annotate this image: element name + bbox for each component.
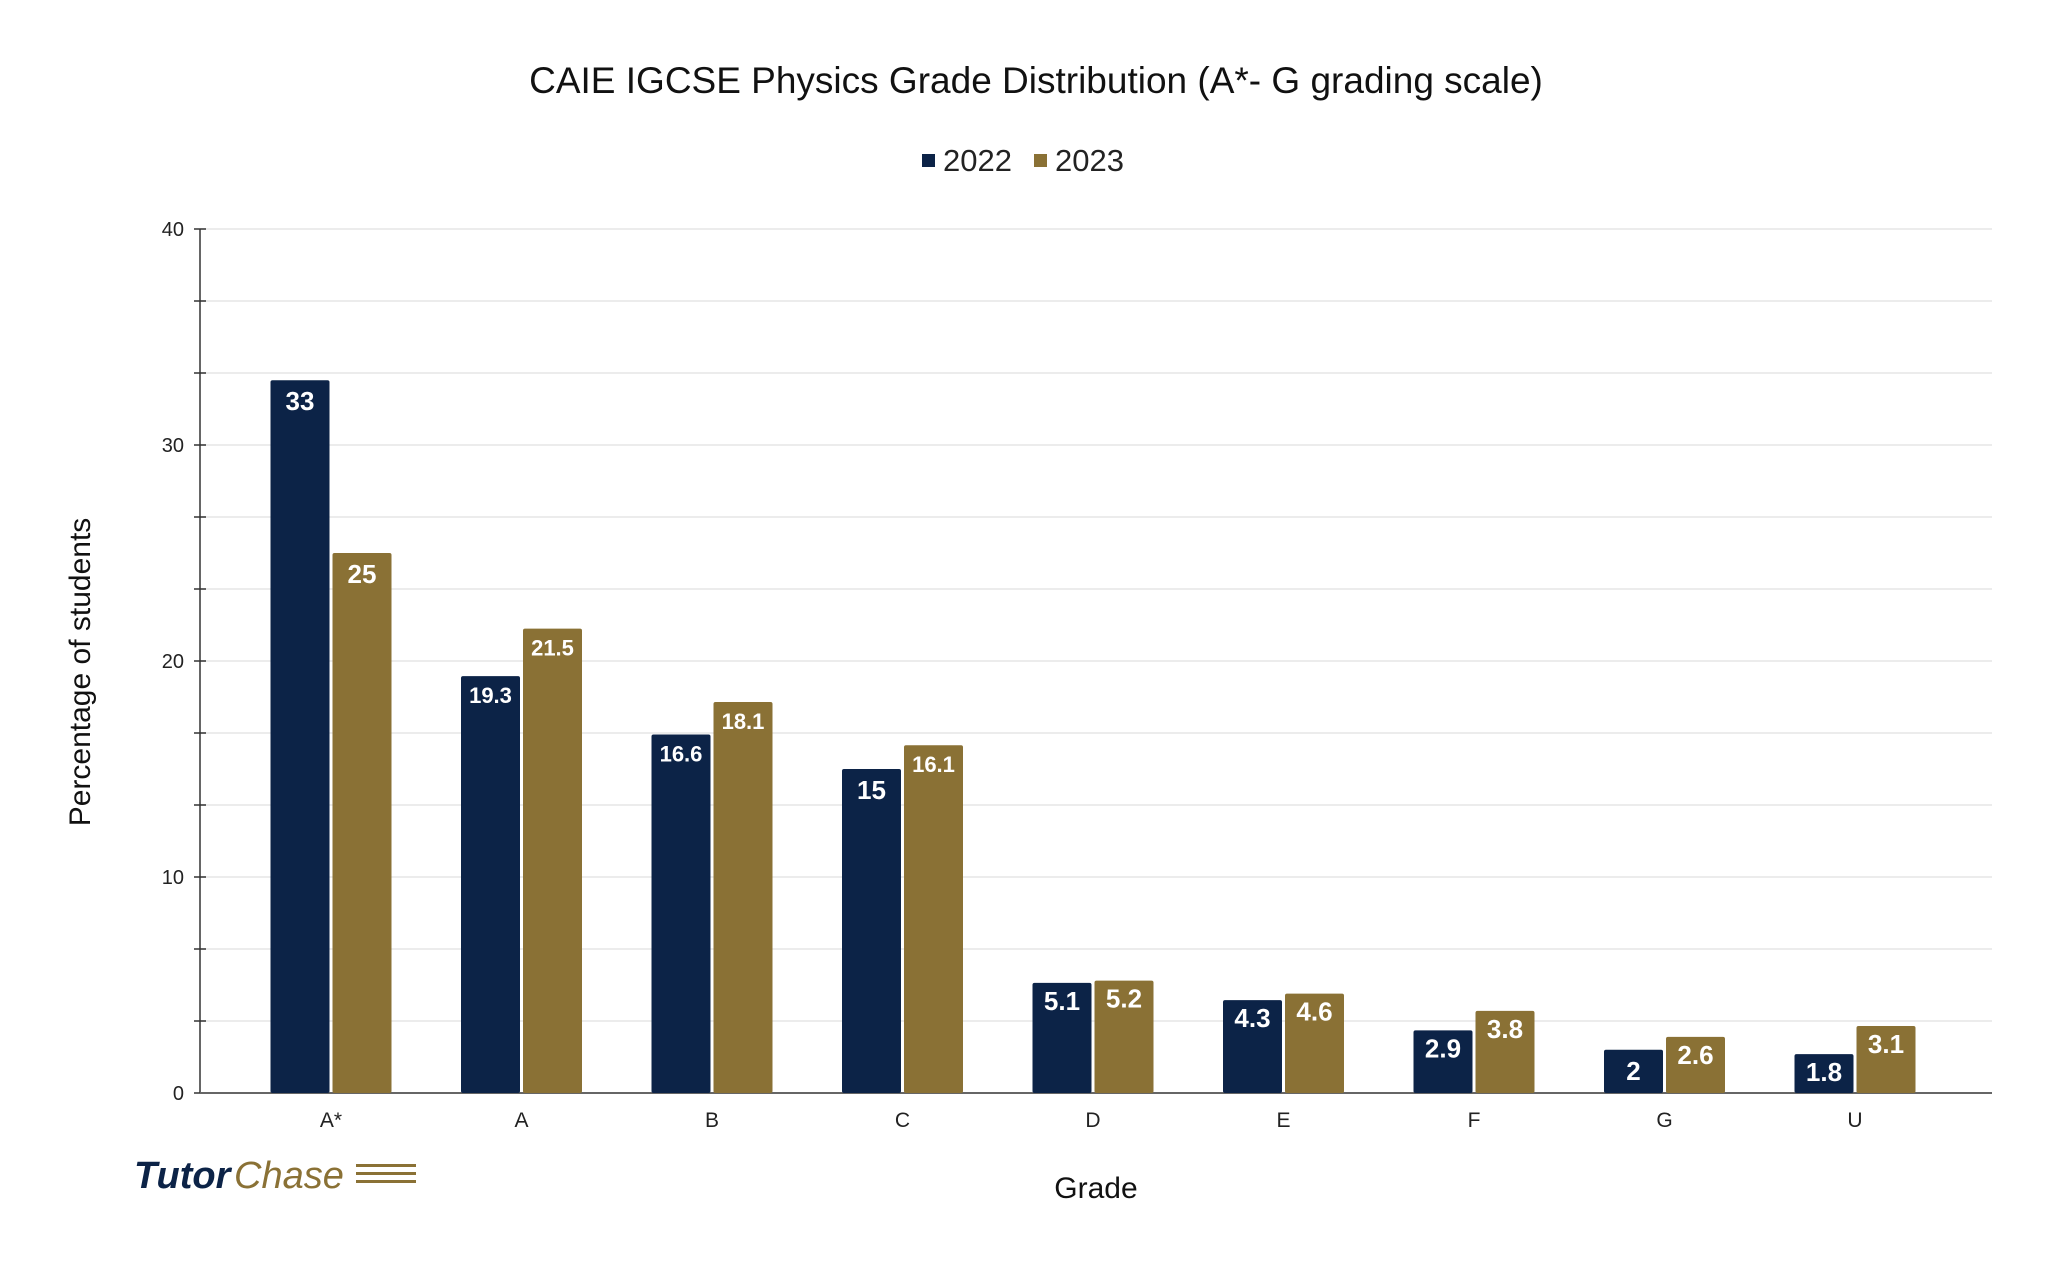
bars: 33 25 19.3 21.5 16.6 18.1 15 16.1 5.1 5.2 4.3 4.6 2.… [270, 380, 1916, 1093]
data-label: 33 [286, 386, 315, 416]
legend-swatch-2023 [1034, 154, 1047, 167]
data-label: 16.6 [660, 741, 703, 766]
logo-part2: Chase [234, 1155, 344, 1197]
y-axis-label: Percentage of students [64, 518, 97, 827]
data-label: 2 [1626, 1056, 1640, 1086]
bar-2023-A* [332, 553, 392, 1093]
bar-2022-D [1032, 982, 1092, 1093]
data-label: 16.1 [912, 752, 955, 777]
bar-2023-C [904, 745, 963, 1093]
bar-2022-B [651, 734, 711, 1093]
chart-title: CAIE IGCSE Physics Grade Distribution (A… [529, 60, 1543, 101]
data-label: 4.3 [1234, 1003, 1270, 1033]
bar-2023-F [1475, 1010, 1535, 1093]
x-tick-label: A [514, 1109, 528, 1132]
tutorchase-logo: Tutor Chase [134, 1155, 416, 1197]
x-tick-label: E [1276, 1109, 1290, 1132]
bar-2022-G [1604, 1049, 1663, 1093]
bar-2023-U [1856, 1026, 1916, 1093]
data-label: 5.1 [1044, 986, 1080, 1016]
y-tick-label: 30 [162, 435, 184, 457]
data-label: 4.6 [1296, 997, 1332, 1027]
y-tick-label: 40 [162, 219, 184, 241]
x-tick-label: G [1656, 1109, 1672, 1132]
x-tick-label: F [1468, 1109, 1481, 1132]
data-label: 1.8 [1806, 1057, 1842, 1087]
bar-2023-G [1666, 1036, 1725, 1093]
x-axis-label: Grade [1054, 1172, 1137, 1205]
x-tick-label: C [895, 1109, 910, 1132]
bar-2022-A [461, 676, 520, 1093]
data-label: 3.1 [1868, 1029, 1904, 1059]
logo-part1: Tutor [134, 1155, 233, 1197]
x-tick-label: U [1847, 1109, 1862, 1132]
bar-2022-A* [270, 380, 330, 1093]
data-label: 3.8 [1487, 1014, 1523, 1044]
bar-2023-D [1094, 980, 1154, 1093]
bar-2022-E [1223, 1000, 1282, 1093]
bar-2023-B [713, 702, 773, 1093]
x-tick-label: B [705, 1109, 719, 1132]
y-tick-label: 20 [162, 651, 184, 673]
bar-2023-A [523, 628, 582, 1093]
data-label: 5.2 [1106, 984, 1142, 1014]
legend-label: 2022 [943, 143, 1012, 178]
data-label: 21.5 [531, 636, 574, 661]
data-label: 25 [348, 559, 377, 589]
x-tick-label: A* [320, 1109, 342, 1132]
data-label: 2.9 [1425, 1033, 1461, 1063]
data-label: 2.6 [1677, 1040, 1713, 1070]
x-tick-label: D [1085, 1109, 1100, 1132]
data-label: 19.3 [469, 683, 512, 708]
legend: 2022 2023 [922, 143, 1124, 178]
bar-2022-U [1794, 1054, 1854, 1093]
y-tick-label: 0 [173, 1083, 184, 1105]
y-tick-label: 10 [162, 867, 184, 889]
data-label: 15 [857, 775, 886, 805]
legend-label: 2023 [1055, 143, 1124, 178]
bar-2022-C [842, 769, 901, 1093]
bar-2023-E [1285, 993, 1344, 1093]
legend-swatch-2022 [922, 154, 935, 167]
bar-2022-F [1413, 1030, 1473, 1093]
data-label: 18.1 [722, 709, 765, 734]
